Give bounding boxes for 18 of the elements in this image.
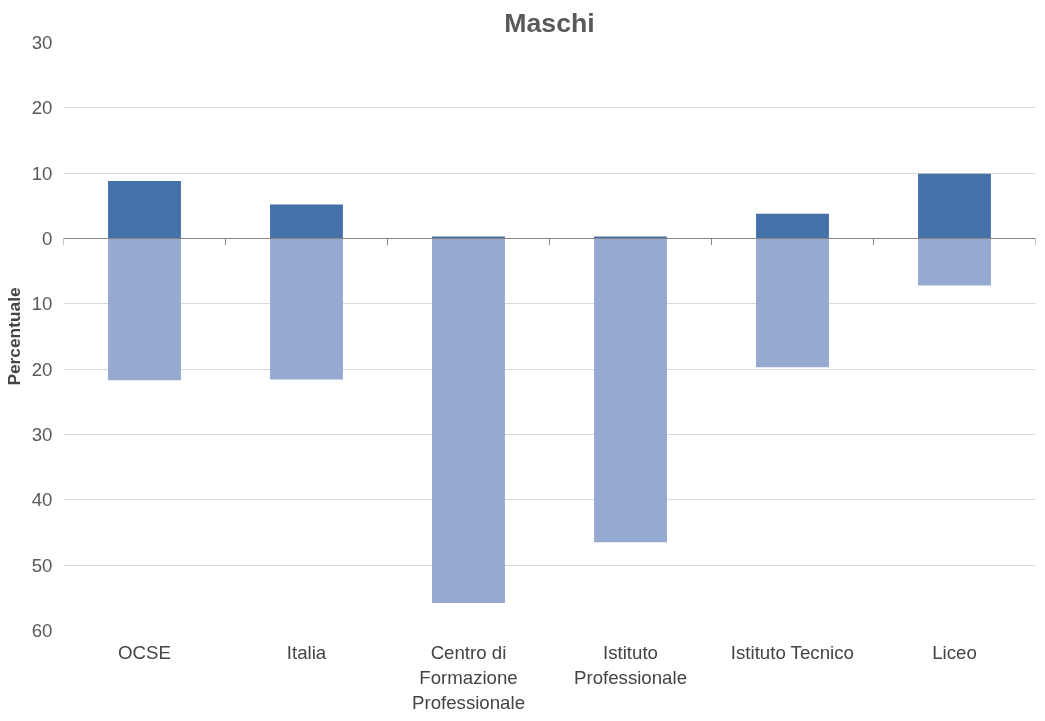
x-tick-label: Istituto Professionale: [573, 641, 688, 688]
y-tick-label: 20: [31, 97, 53, 119]
y-tick-label: 30: [31, 424, 53, 445]
y-tick-label: 30: [31, 32, 53, 53]
y-tick-label: 50: [31, 554, 53, 576]
y-tick-label: 40: [31, 489, 53, 511]
y-tick-label: 10: [31, 293, 53, 315]
x-tick-label: Centro di Formazione Professionale: [411, 641, 526, 713]
y-tick-label: 10: [31, 162, 53, 184]
x-tick-label: Italia: [286, 641, 327, 663]
y-axis-title: Percentuale: [3, 287, 24, 386]
x-tick-label: OCSE: [118, 641, 171, 663]
x-tick-label: Liceo: [932, 641, 977, 663]
x-tick-label: Istituto Tecnico: [730, 641, 854, 663]
y-tick-label: 20: [31, 358, 53, 380]
y-tick-label: 0: [42, 228, 53, 249]
chart-title: Maschi: [504, 7, 595, 38]
y-tick-label: 60: [31, 620, 53, 641]
